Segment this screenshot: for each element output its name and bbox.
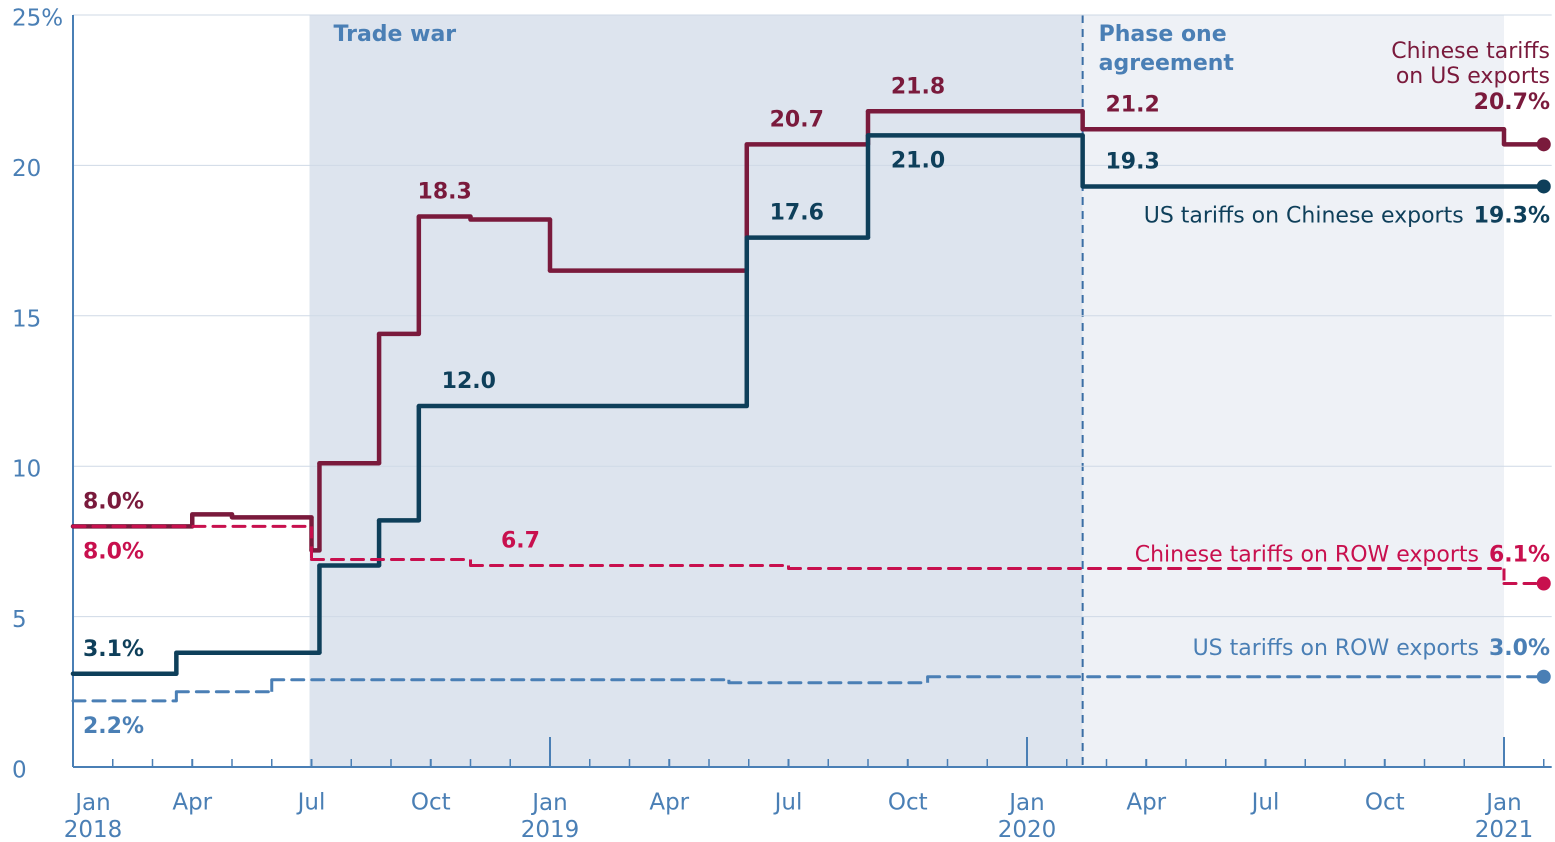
series-name-line: Chinese tariffs [1391,39,1550,64]
x-tick-label-line: 2019 [521,817,580,842]
region-label: Phase one agreement [1099,22,1235,76]
y-tick-label: 20 [12,156,41,182]
x-tick-label: Jan 2021 [1475,790,1534,842]
data-label: 3.1% [83,637,144,662]
data-label: 21.0 [891,148,945,173]
y-tick-label: 10 [12,457,41,483]
shaded-region [309,15,1083,767]
x-tick-label: Apr [1126,790,1166,816]
x-tick-label-line: 2018 [64,817,123,842]
x-tick-label-line: Jan [1484,790,1521,816]
x-tick-label: Oct [888,790,928,816]
x-tick-label: Jan 2019 [521,790,580,842]
data-label: 19.3 [1106,149,1160,174]
region-label: Trade war [334,22,457,47]
series-name: US tariffs on Chinese exports [1144,203,1464,228]
series-name: Chinese tariffs on US exports [1391,39,1550,89]
x-tick-label-line: Jan [73,790,110,816]
y-tick-label: 0 [12,758,27,784]
region-label-line: agreement [1099,51,1235,76]
data-label: 8.0% [83,539,144,564]
end-dot [1536,576,1551,591]
x-tick-label: Oct [411,790,451,816]
x-tick-label-line: 2021 [1475,817,1534,842]
x-tick-label: Jul [1250,790,1280,816]
data-label: 8.0% [83,489,144,514]
end-value: 6.1% [1489,543,1550,568]
y-tick-label: 15 [12,306,41,332]
x-tick-label: Oct [1365,790,1405,816]
x-tick-label: Jan 2020 [998,790,1057,842]
x-tick-label: Jul [296,790,326,816]
data-label: 2.2% [83,714,144,739]
end-dot [1536,179,1551,194]
y-tick-label: 25% [12,6,63,32]
data-label: 6.7 [501,528,540,553]
end-value: 20.7% [1474,90,1550,115]
x-tick-label: Jan 2018 [64,790,123,842]
data-label: 21.2 [1106,92,1160,117]
x-tick-label: Jul [773,790,803,816]
series-name: US tariffs on ROW exports [1193,636,1479,661]
y-tick-label: 5 [12,607,27,633]
end-value: 3.0% [1489,636,1550,661]
end-dot [1536,137,1551,152]
data-label: 21.8 [891,74,945,99]
x-tick-label-line: Jan [530,790,567,816]
end-value: 19.3% [1474,203,1550,228]
region-label-line: Phase one [1099,22,1227,47]
x-tick-label-line: 2020 [998,817,1057,842]
data-label: 20.7 [770,107,824,132]
x-tick-label: Apr [649,790,689,816]
series-name-line: on US exports [1396,64,1550,89]
shaded-region [1082,15,1504,767]
data-label: 18.3 [418,180,472,205]
x-tick-label-line: Jan [1007,790,1044,816]
x-tick-label: Apr [172,790,212,816]
data-label: 12.0 [442,369,496,394]
series-name: Chinese tariffs on ROW exports [1135,543,1479,568]
data-label: 17.6 [770,201,824,226]
end-dot [1536,669,1551,684]
